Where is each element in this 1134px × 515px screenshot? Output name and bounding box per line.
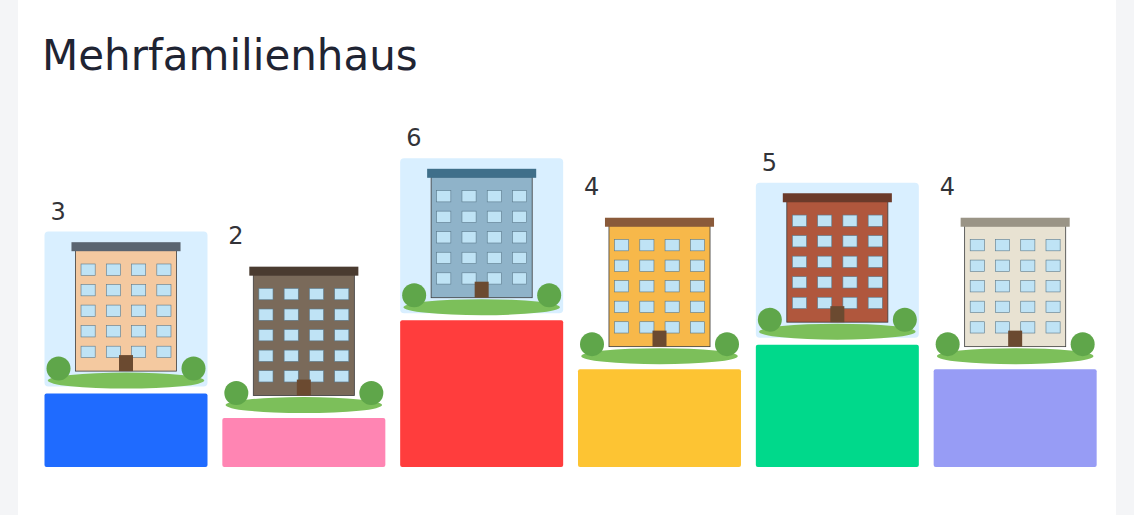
svg-text:4: 4 — [584, 173, 599, 201]
svg-text:3: 3 — [51, 198, 66, 226]
svg-text:5: 5 — [762, 149, 777, 177]
html-text:Mehrfamilienhaus: Mehrfamilienhaus — [42, 31, 418, 80]
svg-text:6: 6 — [406, 124, 421, 152]
svg-text:4: 4 — [940, 173, 955, 201]
svg-text:2: 2 — [228, 222, 243, 250]
